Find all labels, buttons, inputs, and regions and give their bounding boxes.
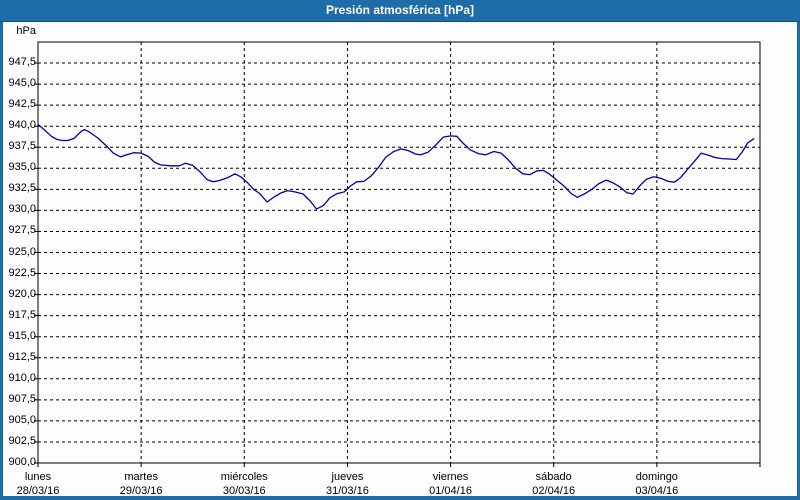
y-axis-tick-label: 910,0 xyxy=(8,371,36,384)
x-axis-day-name: viernes xyxy=(432,471,469,483)
x-axis-day-date: 03/04/16 xyxy=(635,485,679,497)
x-axis-day-name: sábado xyxy=(535,471,572,483)
chart-area: hPa 947,5 945,0 942,5 940,0 937,5 935,0 932,5 93… xyxy=(3,22,797,497)
y-axis-tick-label: 922,5 xyxy=(8,266,36,279)
y-axis-tick-label: 937,5 xyxy=(8,140,36,153)
y-axis-tick-label: 945,0 xyxy=(8,77,36,90)
y-axis-tick-label: 927,5 xyxy=(8,224,36,237)
y-axis-tick-label: 920,0 xyxy=(8,287,36,300)
y-axis-tick-label: 915,0 xyxy=(8,329,36,342)
y-axis-tick-label: 935,0 xyxy=(8,161,36,174)
x-axis-day-date: 02/04/16 xyxy=(532,485,576,497)
y-axis-tick-label: 905,0 xyxy=(8,413,36,426)
x-axis-day-date: 28/03/16 xyxy=(16,485,60,497)
pressure-line-chart xyxy=(34,41,761,467)
x-axis-day-date: 31/03/16 xyxy=(326,485,369,497)
y-axis-tick-label: 932,5 xyxy=(8,182,36,195)
y-axis-tick-label: 912,5 xyxy=(8,350,36,363)
y-axis-tick-label: 902,5 xyxy=(8,434,36,447)
x-axis-day-name: lunes xyxy=(24,471,52,483)
pressure-series-line xyxy=(37,123,755,210)
x-axis-day-name: domingo xyxy=(635,471,678,483)
x-axis-day-date: 01/04/16 xyxy=(429,485,472,497)
y-axis-tick-label: 925,0 xyxy=(8,245,36,258)
x-axis-day-date: 30/03/16 xyxy=(222,485,266,497)
y-axis-tick-label: 907,5 xyxy=(8,392,36,405)
y-axis-tick-label: 942,5 xyxy=(8,98,36,111)
y-axis-tick-label: 947,5 xyxy=(8,56,36,69)
plot-border xyxy=(37,41,761,464)
x-axis-day-name: jueves xyxy=(331,471,364,483)
y-axis-tick-label: 940,0 xyxy=(8,119,36,132)
window-title: Presión atmosférica [hPa] xyxy=(325,3,475,17)
y-axis-tick-label: 900,0 xyxy=(8,456,36,468)
y-axis-unit-label: hPa xyxy=(16,25,36,37)
y-axis-tick-label: 930,0 xyxy=(8,203,36,216)
y-axis-tick-label: 917,5 xyxy=(8,308,36,321)
x-axis-day-name: martes xyxy=(124,471,158,483)
x-axis-day-name: miércoles xyxy=(220,471,268,483)
title-bar: Presión atmosférica [hPa] xyxy=(0,0,800,22)
x-axis-day-date: 29/03/16 xyxy=(119,485,163,497)
